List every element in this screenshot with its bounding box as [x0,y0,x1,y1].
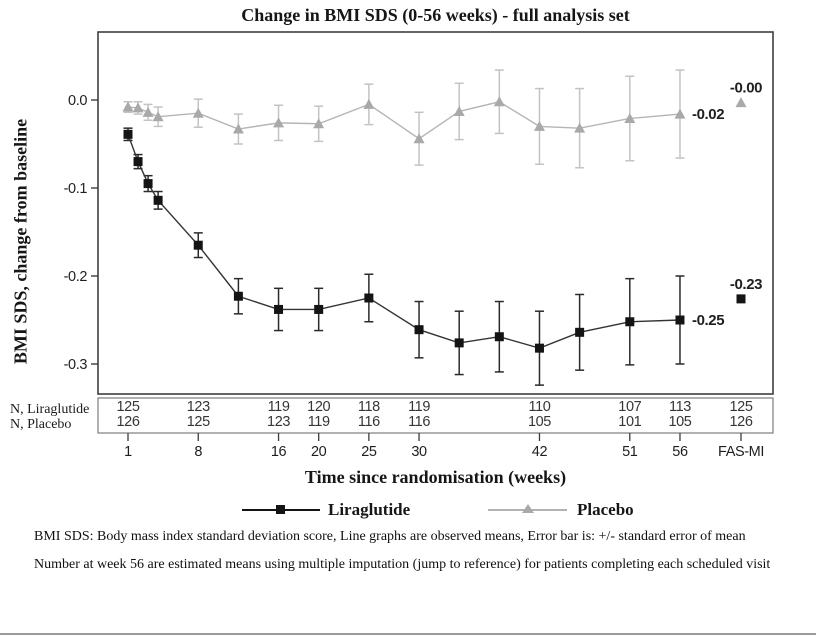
n-table-box [97,397,774,434]
n-value-liraglutide: 118 [358,399,380,415]
placebo-triangle-marker-icon [152,111,164,122]
liraglutide-square-marker-icon [414,325,424,335]
x-tick-label: 56 [672,444,688,460]
y-tick-label: -0.1 [64,181,88,197]
n-value-liraglutide: 125 [730,399,753,415]
liraglutide-square-marker-icon [575,327,585,337]
n-value-liraglutide: 119 [268,399,290,415]
n-value-liraglutide: 113 [669,399,691,415]
n-value-placebo: 126 [730,414,753,430]
y-tick-label: 0.0 [68,93,87,109]
n-value-liraglutide: 110 [529,399,551,415]
n-value-placebo: 119 [308,414,330,430]
liraglutide-square-marker-icon [133,157,143,167]
n-value-placebo: 105 [528,414,551,430]
liraglutide-square-marker-icon [153,195,163,205]
n-value-placebo: 123 [267,414,290,430]
placebo-triangle-marker-icon [413,133,425,144]
bottom-divider [0,633,816,635]
liraglutide-square-marker-icon [534,343,544,353]
liraglutide-square-marker-icon [123,129,133,139]
liraglutide-square-marker-icon [274,304,284,314]
placebo-triangle-marker-icon [142,106,154,117]
x-tick-label: 16 [271,444,287,460]
placebo-triangle-marker-icon [574,122,586,133]
n-value-placebo: 116 [358,414,380,430]
n-value-liraglutide: 125 [117,399,140,415]
n-row-label-placebo: N, Placebo [10,417,72,432]
x-tick-label: 30 [411,444,427,460]
liraglutide-square-marker-icon [143,179,153,189]
x-tick-label: 20 [311,444,327,460]
n-value-placebo: 126 [117,414,140,430]
y-tick-label: -0.2 [64,269,88,285]
liraglutide-square-marker-icon [193,240,203,250]
footnotes: BMI SDS: Body mass index standard deviat… [34,527,776,583]
liraglutide-square-marker-icon [736,294,746,304]
placebo-triangle-marker-icon [232,123,244,134]
n-row-label-liraglutide: N, Liraglutide [10,402,90,417]
placebo-triangle-marker-icon [192,107,204,118]
y-tick-label: -0.3 [64,357,88,373]
legend-label-placebo: Placebo [577,500,634,519]
x-tick-label: 42 [532,444,548,460]
placebo-triangle-marker-icon [674,108,686,119]
x-tick-label: 25 [361,444,377,460]
x-tick-label: 8 [194,444,202,460]
placebo-triangle-marker-icon [313,118,325,129]
legend-square-marker-icon [276,505,285,514]
placebo-fasmi-value-label: -0.00 [730,80,762,97]
x-axis-title: Time since randomisation (weeks) [304,467,567,487]
placebo-triangle-marker-icon [273,117,285,128]
placebo-triangle-marker-icon [453,105,465,116]
n-value-liraglutide: 107 [618,399,641,415]
placebo-end-value-label: -0.02 [692,106,724,123]
n-value-placebo: 101 [618,414,641,430]
placebo-line [127,101,681,140]
n-value-liraglutide: 119 [408,399,430,415]
n-value-placebo: 125 [187,414,210,430]
liraglutide-square-marker-icon [454,338,464,348]
placebo-triangle-marker-icon [493,96,505,107]
n-value-placebo: 105 [668,414,691,430]
legend-label-liraglutide: Liraglutide [328,500,411,519]
liraglutide-square-marker-icon [233,291,243,301]
placebo-triangle-marker-icon [533,120,545,131]
liraglutide-square-marker-icon [364,293,374,303]
liraglutide-square-marker-icon [314,304,324,314]
liraglutide-square-marker-icon [675,315,685,325]
n-value-liraglutide: 123 [187,399,210,415]
n-value-liraglutide: 120 [307,399,330,415]
footnote-imputation: Number at week 56 are estimated means us… [34,557,771,572]
liraglutide-fasmi-value-label: -0.23 [730,276,762,293]
liraglutide-square-marker-icon [494,332,504,342]
legend-triangle-marker-icon [522,504,534,513]
placebo-triangle-marker-icon [735,97,747,108]
x-tick-label: 51 [622,444,638,460]
x-tick-label: 1 [124,444,132,460]
liraglutide-end-value-label: -0.25 [692,312,724,329]
n-value-placebo: 116 [408,414,430,430]
placebo-triangle-marker-icon [363,98,375,109]
placebo-triangle-marker-icon [624,112,636,123]
placebo-triangle-marker-icon [122,101,134,112]
x-tick-label: FAS-MI [718,444,764,460]
footnote-definition: BMI SDS: Body mass index standard deviat… [34,529,746,544]
chart-title: Change in BMI SDS (0-56 weeks) - full an… [241,5,630,25]
liraglutide-line [127,134,681,349]
liraglutide-square-marker-icon [625,317,635,327]
plot-border [97,31,774,395]
placebo-triangle-marker-icon [132,102,144,113]
